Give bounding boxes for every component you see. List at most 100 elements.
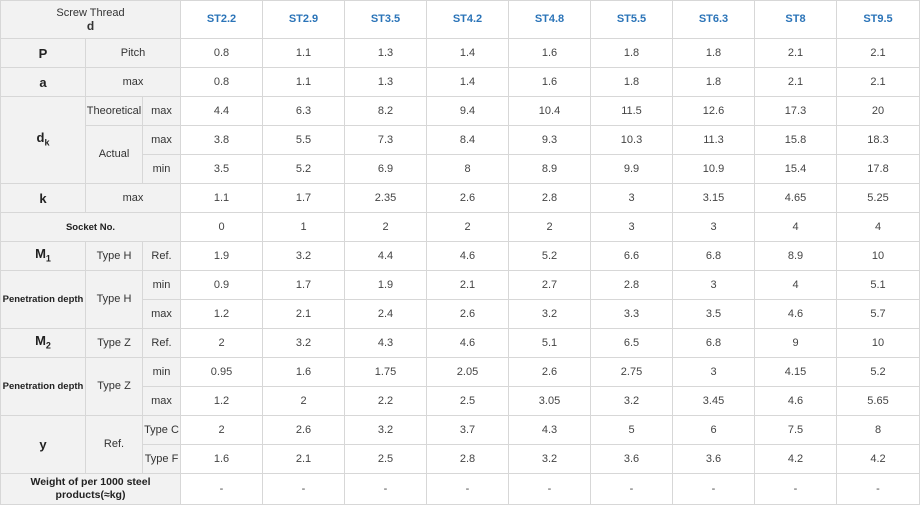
k-row: k max 1.1 1.7 2.35 2.6 2.8 3 3.15 4.65 5.25 <box>0 183 920 213</box>
value-cell: 6.9 <box>344 154 427 184</box>
value-cell: 8 <box>836 415 920 445</box>
pen-z-max-row: max 1.2 2 2.2 2.5 3.05 3.2 3.45 4.6 5.65 <box>1 386 920 416</box>
value-cell: 18.3 <box>836 125 920 155</box>
value-cell: 2 <box>262 386 345 416</box>
value-cell: 4.4 <box>344 241 427 271</box>
m2-type-z-label: Type Z <box>85 328 143 358</box>
value-cell: 5.1 <box>836 270 920 300</box>
value-cell: 2.75 <box>590 357 673 387</box>
column-header: ST4.2 <box>426 0 509 39</box>
value-cell: 1.2 <box>180 386 263 416</box>
value-cell: 1.7 <box>262 270 345 300</box>
pen-type-h-label: Type H <box>85 270 143 329</box>
value-cell: 1.3 <box>344 67 427 97</box>
weight-label: Weight of per 1000 steel products(≈kg) <box>0 473 181 505</box>
a-max-label: max <box>85 67 181 97</box>
value-cell: 4 <box>754 270 837 300</box>
value-cell: 3.5 <box>180 154 263 184</box>
value-cell: 4.2 <box>836 444 920 474</box>
column-header: ST8 <box>754 0 837 39</box>
a-row: a max 0.8 1.1 1.3 1.4 1.6 1.8 1.8 2.1 2.1 <box>0 67 920 97</box>
value-cell: 5.2 <box>508 241 591 271</box>
screw-thread-title: Screw Thread <box>56 6 125 19</box>
value-cell: 2 <box>180 415 263 445</box>
value-cell: 4.6 <box>754 386 837 416</box>
a-symbol: a <box>0 67 86 97</box>
value-cell: 5 <box>590 415 673 445</box>
m2-ref-label: Ref. <box>142 328 181 358</box>
actual-label: Actual <box>85 125 143 184</box>
pitch-symbol: P <box>0 38 86 68</box>
value-cell: 9.9 <box>590 154 673 184</box>
m1-type-h-label: Type H <box>85 241 143 271</box>
value-cell: 7.3 <box>344 125 427 155</box>
value-cell: 1.4 <box>426 38 509 68</box>
value-cell: 2.8 <box>590 270 673 300</box>
y-type-f-row: Type F 1.6 2.1 2.5 2.8 3.2 3.6 3.6 4.2 4.2 <box>1 444 920 474</box>
value-cell: 1.1 <box>180 183 263 213</box>
header-row: Screw Thread d ST2.2 ST2.9 ST3.5 ST4.2 S… <box>0 0 920 39</box>
value-cell: 2.6 <box>262 415 345 445</box>
value-cell: 3.6 <box>672 444 755 474</box>
value-cell: 4.6 <box>426 328 509 358</box>
value-cell: 6 <box>672 415 755 445</box>
value-cell: 7.5 <box>754 415 837 445</box>
value-cell: 2 <box>180 328 263 358</box>
value-cell: - <box>262 473 345 505</box>
value-cell: 2 <box>508 212 591 242</box>
value-cell: 2.8 <box>508 183 591 213</box>
value-cell: 2.6 <box>508 357 591 387</box>
value-cell: 1.75 <box>344 357 427 387</box>
k-max-label: max <box>85 183 181 213</box>
value-cell: 4.3 <box>508 415 591 445</box>
dk-theoretical-max-label: max <box>142 96 181 126</box>
value-cell: 3.2 <box>508 444 591 474</box>
value-cell: 1.6 <box>508 38 591 68</box>
value-cell: 12.6 <box>672 96 755 126</box>
value-cell: 5.2 <box>836 357 920 387</box>
value-cell: 8.2 <box>344 96 427 126</box>
dk-symbol: dk <box>0 96 86 184</box>
column-header: ST5.5 <box>590 0 673 39</box>
pen-z-max-label: max <box>142 386 181 416</box>
y-type-c-row: y Ref. Type C 2 2.6 3.2 3.7 4.3 5 6 7.5 8 <box>0 415 920 474</box>
value-cell: - <box>426 473 509 505</box>
value-cell: 15.8 <box>754 125 837 155</box>
value-cell: 5.1 <box>508 328 591 358</box>
value-cell: 20 <box>836 96 920 126</box>
value-cell: 4.4 <box>180 96 263 126</box>
value-cell: 4.3 <box>344 328 427 358</box>
value-cell: 6.3 <box>262 96 345 126</box>
y-type-c-label: Type C <box>142 415 181 445</box>
pen-z-min-label: min <box>142 357 181 387</box>
value-cell: 11.3 <box>672 125 755 155</box>
value-cell: 10.4 <box>508 96 591 126</box>
value-cell: 3.6 <box>590 444 673 474</box>
value-cell: 3.05 <box>508 386 591 416</box>
value-cell: 5.7 <box>836 299 920 329</box>
value-cell: 2.5 <box>426 386 509 416</box>
y-ref-label: Ref. <box>85 415 143 474</box>
value-cell: 17.8 <box>836 154 920 184</box>
value-cell: - <box>180 473 263 505</box>
column-header: ST6.3 <box>672 0 755 39</box>
value-cell: 4 <box>836 212 920 242</box>
value-cell: 0.8 <box>180 38 263 68</box>
value-cell: 3.45 <box>672 386 755 416</box>
value-cell: 6.8 <box>672 241 755 271</box>
socket-no-label: Socket No. <box>0 212 181 242</box>
value-cell: 0 <box>180 212 263 242</box>
column-header: ST2.2 <box>180 0 263 39</box>
value-cell: 3.8 <box>180 125 263 155</box>
value-cell: 3.7 <box>426 415 509 445</box>
dk-theoretical-row: dk Theoretical max 4.4 6.3 8.2 9.4 10.4 11.5 1… <box>0 96 920 184</box>
value-cell: 3.5 <box>672 299 755 329</box>
value-cell: 3.2 <box>590 386 673 416</box>
value-cell: 1.9 <box>180 241 263 271</box>
value-cell: 10 <box>836 328 920 358</box>
pen-h-max-label: max <box>142 299 181 329</box>
m2-row: M2 Type Z Ref. 2 3.2 4.3 4.6 5.1 6.5 6.8 9 10 <box>0 328 920 358</box>
value-cell: 2.8 <box>426 444 509 474</box>
column-header: ST4.8 <box>508 0 591 39</box>
